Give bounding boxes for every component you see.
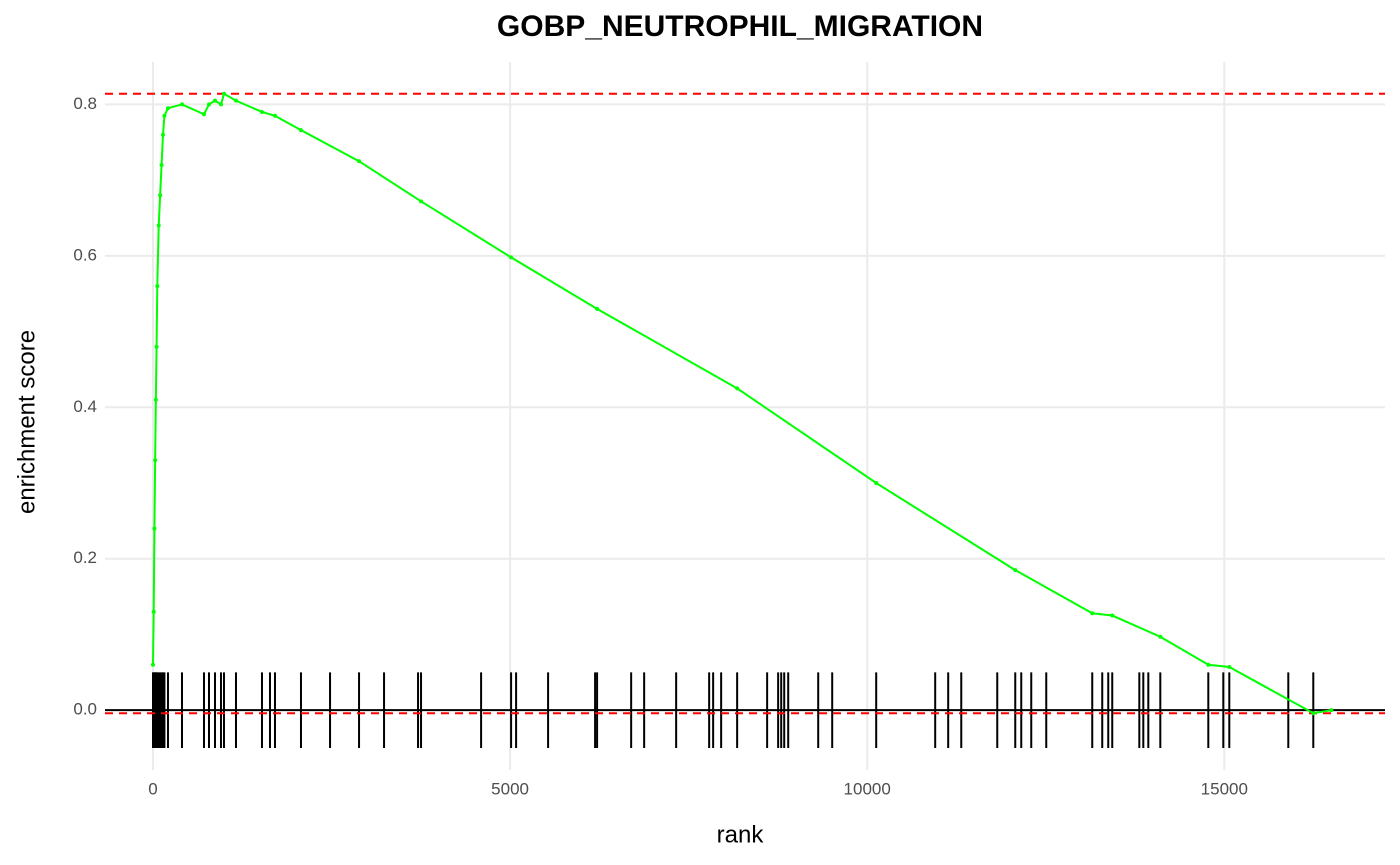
es-point bbox=[509, 255, 514, 260]
es-point bbox=[179, 102, 184, 107]
es-point bbox=[165, 106, 170, 111]
es-point bbox=[153, 397, 158, 402]
es-point bbox=[874, 481, 879, 486]
es-point bbox=[595, 306, 600, 311]
es-point bbox=[735, 386, 740, 391]
es-line bbox=[151, 92, 1332, 715]
y-tick-label: 0.8 bbox=[73, 94, 97, 113]
es-point bbox=[150, 662, 155, 667]
y-tick-label: 0.2 bbox=[73, 548, 97, 567]
y-tick-label: 0.6 bbox=[73, 245, 97, 264]
es-point bbox=[152, 526, 157, 531]
es-point bbox=[1110, 613, 1115, 618]
y-tick-label: 0.0 bbox=[73, 700, 97, 719]
x-tick-label: 10000 bbox=[844, 779, 891, 798]
es-point bbox=[212, 98, 217, 103]
x-axis-title: rank bbox=[717, 821, 765, 848]
es-point bbox=[259, 109, 264, 114]
y-tick-label: 0.4 bbox=[73, 397, 97, 416]
es-point bbox=[158, 193, 163, 198]
es-point bbox=[160, 132, 165, 137]
es-point bbox=[159, 162, 164, 167]
es-point bbox=[218, 102, 223, 107]
es-point bbox=[206, 102, 211, 107]
es-point bbox=[156, 223, 161, 228]
es-point bbox=[1158, 634, 1163, 639]
es-point bbox=[162, 113, 167, 118]
es-point bbox=[298, 128, 303, 133]
es-point bbox=[1090, 611, 1095, 616]
es-point bbox=[419, 199, 424, 204]
es-point bbox=[233, 98, 238, 103]
x-tick-label: 0 bbox=[148, 779, 157, 798]
es-point bbox=[221, 91, 226, 96]
es-point bbox=[1329, 708, 1334, 713]
x-tick-label: 15000 bbox=[1201, 779, 1248, 798]
es-point bbox=[1013, 568, 1018, 573]
es-point bbox=[357, 159, 362, 164]
es-point bbox=[272, 113, 277, 118]
es-point bbox=[154, 344, 159, 349]
es-point bbox=[201, 112, 206, 117]
es-point bbox=[151, 609, 156, 614]
es-point bbox=[153, 458, 158, 463]
es-point bbox=[155, 284, 160, 289]
es-point bbox=[1227, 665, 1232, 670]
es-point bbox=[1311, 711, 1316, 716]
chart-title: GOBP_NEUTROPHIL_MIGRATION bbox=[497, 10, 983, 43]
y-axis-title: enrichment score bbox=[13, 330, 40, 514]
x-tick-label: 5000 bbox=[491, 779, 529, 798]
es-point bbox=[1206, 662, 1211, 667]
